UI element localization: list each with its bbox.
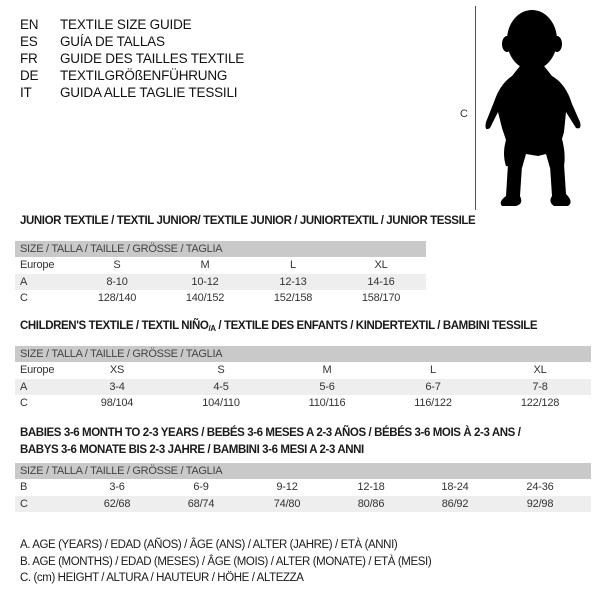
table-row: C 98/104 104/110 110/116 116/122 122/128 — [15, 395, 591, 412]
table-cell: M — [322, 364, 332, 376]
language-list: EN TEXTILE SIZE GUIDE ES GUÍA DE TALLAS FR… — [20, 16, 244, 101]
table-cell: 68/74 — [187, 497, 215, 510]
children-section-title: CHILDREN'S TEXTILE / TEXTIL NIÑO/A / TEX… — [20, 320, 538, 333]
language-title: TEXTILGRÖßENFÜHRUNG — [60, 68, 228, 83]
table-cell: 6-9 — [193, 481, 209, 493]
language-title: GUIDA ALLE TAGLIE TESSILI — [60, 85, 238, 100]
table-cell: 110/116 — [308, 397, 346, 409]
title-text: / TEXTILE DES ENFANTS / KINDERTEXTIL / B… — [215, 320, 538, 332]
table-row: C 128/140 140/152 152/158 158/170 — [15, 290, 426, 307]
table-cell: 158/170 — [361, 292, 401, 304]
table-cell: 104/110 — [202, 397, 240, 409]
row-label: C — [20, 397, 28, 409]
table-cell: 14-16 — [367, 275, 395, 288]
legend-item: A. AGE (YEARS) / EDAD (AÑOS) / ÂGE (ANS)… — [20, 539, 398, 551]
language-code: ES — [20, 34, 38, 49]
table-header: SIZE / TALLA / TAILLE / GRÖSSE / TAGLIA — [15, 241, 426, 257]
language-code: EN — [20, 17, 39, 32]
table-cell: 4-5 — [213, 380, 229, 393]
table-cell: 5-6 — [319, 380, 335, 393]
table-row: Europe XS S M L XL — [15, 362, 591, 379]
table-cell: L — [290, 259, 296, 271]
table-cell: 92/98 — [526, 497, 554, 510]
table-cell: 3-6 — [109, 481, 125, 493]
table-cell: 18-24 — [441, 481, 469, 493]
table-cell: 152/158 — [273, 292, 313, 304]
table-cell: 116/122 — [414, 397, 452, 409]
table-cell: 12-18 — [357, 481, 385, 493]
table-cell: 128/140 — [97, 292, 137, 304]
language-row: ES GUÍA DE TALLAS — [20, 33, 244, 50]
table-cell: 10-12 — [191, 275, 219, 288]
babies-section-title: BABIES 3-6 MONTH TO 2-3 YEARS / BEBÉS 3-… — [20, 425, 521, 458]
table-cell: S — [217, 364, 225, 376]
table-cell: 140/152 — [185, 292, 225, 304]
title-subscript: /A — [208, 324, 216, 333]
table-cell: 6-7 — [425, 380, 441, 393]
language-code: DE — [20, 68, 39, 83]
language-row: FR GUIDE DES TAILLES TEXTILE — [20, 50, 244, 67]
table-cell: 80/86 — [357, 497, 385, 510]
table-header: SIZE / TALLA / TAILLE / GRÖSSE / TAGLIA — [15, 346, 591, 362]
table-row: A 3-4 4-5 5-6 6-7 7-8 — [15, 378, 591, 395]
language-row: IT GUIDA ALLE TAGLIE TESSILI — [20, 84, 244, 101]
title-line: BABIES 3-6 MONTH TO 2-3 YEARS / BEBÉS 3-… — [20, 427, 521, 439]
table-row: C 62/68 68/74 74/80 80/86 86/92 92/98 — [15, 495, 591, 512]
title-text: CHILDREN'S TEXTILE / TEXTIL NIÑO — [20, 320, 209, 332]
table-cell: 24-36 — [526, 481, 554, 493]
table-cell: XL — [533, 364, 547, 376]
row-label: C — [20, 497, 28, 510]
row-label: B — [20, 481, 28, 493]
table-cell: 86/92 — [441, 497, 469, 510]
table-cell: XS — [109, 364, 125, 376]
table-cell: M — [200, 259, 210, 271]
height-measure-line — [475, 6, 476, 210]
title-line: BABYS 3-6 MONATE BIS 2-3 JAHRE / BAMBINI… — [20, 443, 364, 456]
table-cell: 8-10 — [106, 275, 128, 288]
language-code: FR — [20, 51, 38, 66]
table-cell: 9-12 — [276, 481, 298, 493]
babies-size-table: SIZE / TALLA / TAILLE / GRÖSSE / TAGLIA … — [15, 463, 591, 512]
table-cell: 98/104 — [100, 397, 134, 409]
row-label: A — [20, 380, 28, 393]
language-row: EN TEXTILE SIZE GUIDE — [20, 16, 244, 33]
table-row: A 8-10 10-12 12-13 14-16 — [15, 273, 426, 290]
legend-item: C. (cm) HEIGHT / ALTURA / HAUTEUR / HÖHE… — [20, 572, 304, 584]
table-cell: 7-8 — [532, 380, 548, 393]
table-cell: L — [430, 364, 436, 376]
junior-section-title: JUNIOR TEXTILE / TEXTIL JUNIOR/ TEXTILE … — [20, 215, 476, 227]
height-label: C — [460, 108, 468, 120]
table-cell: 62/68 — [103, 497, 131, 510]
baby-silhouette-icon — [485, 10, 581, 206]
table-cell: XL — [374, 259, 388, 271]
table-cell: 74/80 — [273, 497, 301, 510]
row-label: C — [20, 292, 28, 304]
legend: A. AGE (YEARS) / EDAD (AÑOS) / ÂGE (ANS)… — [20, 537, 432, 587]
table-cell: S — [113, 259, 121, 271]
table-row: Europe S M L XL — [15, 257, 426, 274]
language-code: IT — [20, 85, 32, 100]
table-cell: 122/128 — [520, 397, 560, 409]
children-size-table: SIZE / TALLA / TAILLE / GRÖSSE / TAGLIA … — [15, 346, 591, 412]
row-label: Europe — [20, 364, 55, 376]
row-label: Europe — [20, 259, 55, 271]
table-cell: 12-13 — [279, 275, 307, 288]
table-cell: 3-4 — [109, 380, 125, 393]
legend-item: B. AGE (MONTHS) / EDAD (MESES) / ÂGE (MO… — [20, 555, 432, 568]
table-header: SIZE / TALLA / TAILLE / GRÖSSE / TAGLIA — [15, 463, 591, 479]
language-title: TEXTILE SIZE GUIDE — [60, 17, 192, 32]
table-row: B 3-6 6-9 9-12 12-18 18-24 24-36 — [15, 479, 591, 496]
language-title: GUIDE DES TAILLES TEXTILE — [60, 51, 245, 66]
row-label: A — [20, 275, 28, 288]
language-title: GUÍA DE TALLAS — [60, 34, 165, 49]
language-row: DE TEXTILGRÖßENFÜHRUNG — [20, 67, 244, 84]
junior-size-table: SIZE / TALLA / TAILLE / GRÖSSE / TAGLIA … — [15, 241, 426, 307]
